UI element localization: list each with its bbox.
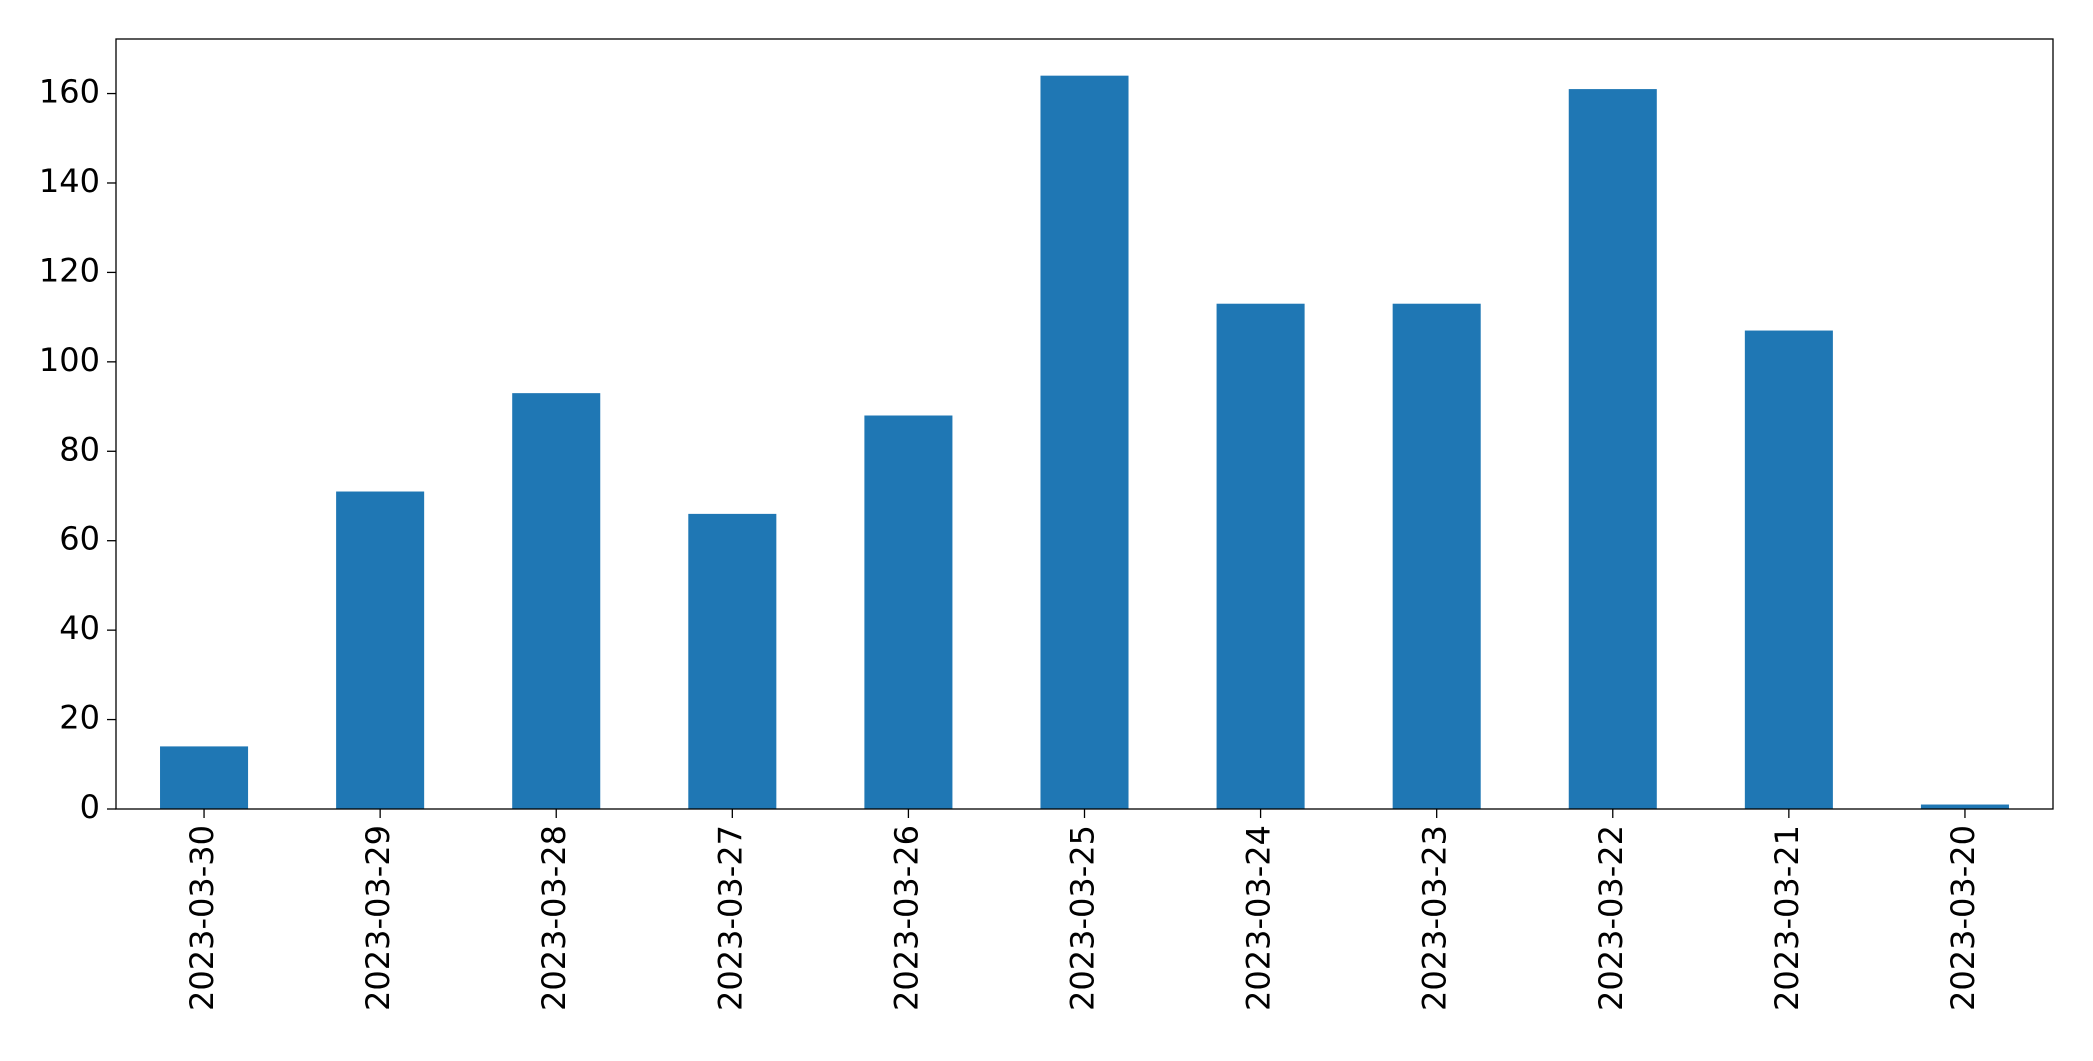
bar — [512, 393, 601, 809]
y-tick-label: 140 — [39, 162, 100, 200]
bar — [1744, 330, 1833, 809]
y-tick-label: 20 — [59, 699, 100, 737]
x-tick-label: 2023-03-30 — [183, 825, 221, 1011]
bar — [1392, 303, 1481, 809]
bar — [1568, 89, 1657, 809]
x-tick-label: 2023-03-26 — [887, 825, 925, 1011]
x-tick-label: 2023-03-21 — [1768, 825, 1806, 1011]
x-tick-label: 2023-03-24 — [1240, 825, 1278, 1011]
x-tick-label: 2023-03-29 — [359, 825, 397, 1011]
bar — [1920, 804, 2009, 809]
bar — [688, 513, 777, 809]
x-tick-label: 2023-03-23 — [1416, 825, 1454, 1011]
y-tick-label: 100 — [39, 341, 100, 379]
y-tick-label: 80 — [59, 430, 100, 468]
x-tick-label: 2023-03-22 — [1592, 825, 1630, 1011]
bar — [1216, 303, 1305, 809]
x-tick-label: 2023-03-28 — [535, 825, 573, 1011]
x-tick-label: 2023-03-20 — [1944, 825, 1982, 1011]
y-tick-label: 160 — [39, 73, 100, 111]
y-tick-label: 60 — [59, 520, 100, 558]
y-tick-label: 120 — [39, 251, 100, 289]
y-tick-label: 40 — [59, 609, 100, 647]
x-tick-label: 2023-03-25 — [1064, 825, 1102, 1011]
x-tick-label: 2023-03-27 — [711, 825, 749, 1011]
plot-frame — [115, 38, 2054, 810]
y-tick-label: 0 — [80, 788, 100, 826]
bar — [160, 746, 249, 809]
bar — [864, 415, 953, 809]
bar — [336, 491, 425, 809]
bar — [1040, 75, 1129, 809]
